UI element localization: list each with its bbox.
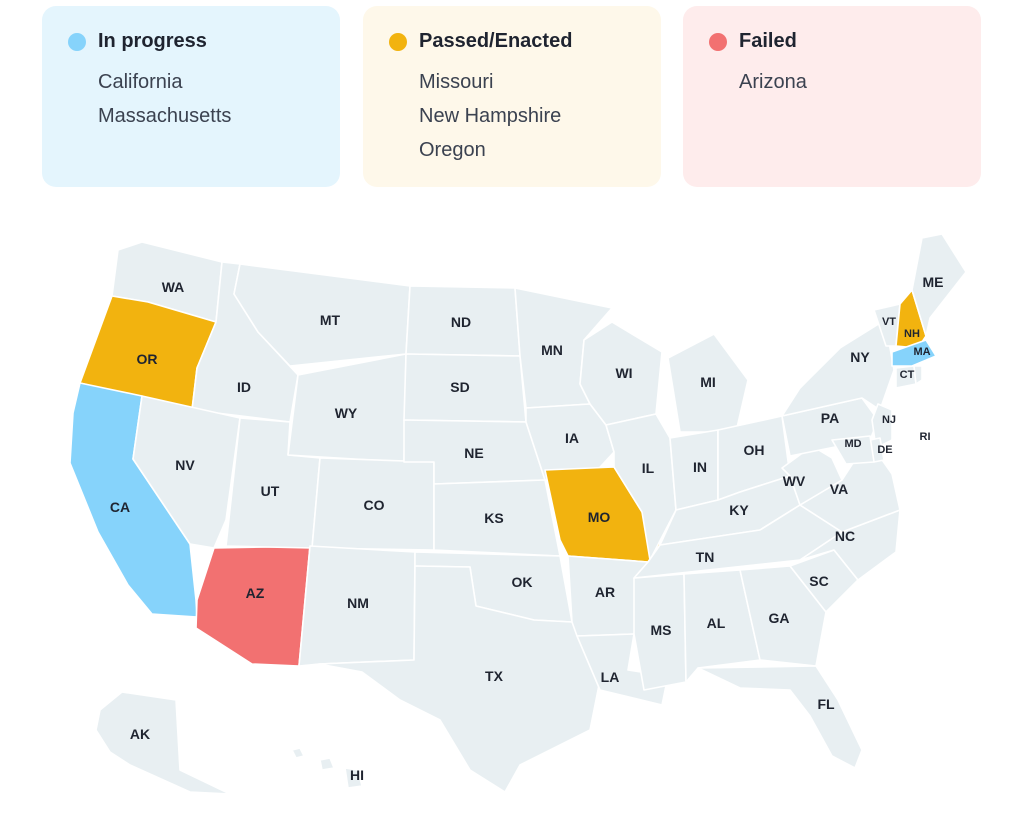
state-label-az: AZ (246, 585, 265, 601)
list-item: Massachusetts (98, 105, 232, 127)
failed-dot-icon (709, 32, 727, 51)
state-label-tn: TN (696, 549, 715, 565)
state-label-mi: MI (700, 374, 716, 390)
state-ms (633, 573, 687, 691)
state-az (195, 545, 311, 667)
state-label-sc: SC (809, 573, 828, 589)
state-nj (871, 403, 893, 449)
state-label-ok: OK (512, 574, 533, 590)
in-progress-dot-icon (68, 32, 86, 51)
state-tx (318, 565, 601, 793)
state-label-ky: KY (729, 502, 749, 518)
in-progress-list: California Massachusetts (68, 65, 314, 133)
state-label-fl: FL (817, 696, 835, 712)
state-me (911, 233, 967, 337)
list-item: Oregon (419, 139, 486, 161)
state-label-mt: MT (320, 312, 341, 328)
failed-list: Arizona (709, 65, 955, 99)
state-label-nm: NM (347, 595, 369, 611)
state-label-wi: WI (615, 365, 632, 381)
state-label-va: VA (830, 481, 848, 497)
passed-dot-icon (389, 32, 407, 51)
legend-card-in-progress: In progress California Massachusetts (42, 6, 340, 187)
state-label-nv: NV (175, 457, 195, 473)
list-item: New Hampshire (419, 105, 562, 127)
state-label-ct: CT (900, 369, 915, 381)
state-label-ia: IA (565, 430, 579, 446)
us-states-map: WA OR CA ID NV AZ UT MT WY CO NM ND SD NE KS OK TX MN IA MO… (69, 233, 967, 795)
state-ak (95, 691, 231, 795)
state-label-co: CO (364, 497, 385, 513)
state-label-oh: OH (744, 442, 765, 458)
state-label-id: ID (237, 379, 251, 395)
state-label-wy: WY (335, 405, 358, 421)
state-label-de: DE (877, 444, 892, 456)
state-label-or: OR (137, 351, 158, 367)
state-label-nd: ND (451, 314, 471, 330)
state-ma (891, 339, 937, 367)
state-label-sd: SD (450, 379, 469, 395)
state-fl (697, 665, 863, 769)
legend-card-passed: Passed/Enacted Missouri New Hampshire Or… (363, 6, 661, 187)
state-label-me: ME (923, 274, 944, 290)
state-label-mo: MO (588, 509, 611, 525)
in-progress-title: In progress (98, 30, 207, 52)
state-label-vt: VT (882, 316, 896, 328)
failed-title: Failed (739, 30, 797, 52)
state-label-ms: MS (651, 622, 672, 638)
state-label-ny: NY (850, 349, 870, 365)
state-label-nj: NJ (882, 414, 896, 426)
state-label-tx: TX (485, 668, 504, 684)
passed-title: Passed/Enacted (419, 30, 573, 52)
state-label-il: IL (642, 460, 655, 476)
state-label-md: MD (844, 438, 861, 450)
state-label-ga: GA (769, 610, 790, 626)
state-label-ma: MA (913, 346, 930, 358)
state-ny (781, 319, 895, 417)
state-label-nh: NH (904, 328, 920, 340)
state-label-nc: NC (835, 528, 855, 544)
state-label-mn: MN (541, 342, 563, 358)
state-label-ks: KS (484, 510, 503, 526)
state-label-la: LA (601, 669, 620, 685)
list-item: Arizona (739, 71, 807, 93)
list-item: Missouri (419, 71, 494, 93)
state-ga (739, 565, 827, 667)
list-item: California (98, 71, 183, 93)
passed-list: Missouri New Hampshire Oregon (389, 65, 635, 167)
state-ri (913, 365, 923, 385)
state-label-pa: PA (821, 410, 839, 426)
state-label-al: AL (707, 615, 726, 631)
state-label-ak: AK (130, 726, 150, 742)
state-label-ar: AR (595, 584, 615, 600)
state-label-ca: CA (110, 499, 130, 515)
state-hi (291, 747, 363, 789)
state-label-wa: WA (162, 279, 185, 295)
state-label-ri: RI (920, 431, 931, 443)
state-label-ut: UT (261, 483, 280, 499)
state-label-in: IN (693, 459, 707, 475)
state-mi (667, 333, 749, 433)
state-md (831, 435, 875, 465)
state-al (683, 569, 761, 683)
state-label-ne: NE (464, 445, 483, 461)
legend-card-failed: Failed Arizona (683, 6, 981, 187)
state-label-hi: HI (350, 767, 364, 783)
state-label-wv: WV (783, 473, 806, 489)
